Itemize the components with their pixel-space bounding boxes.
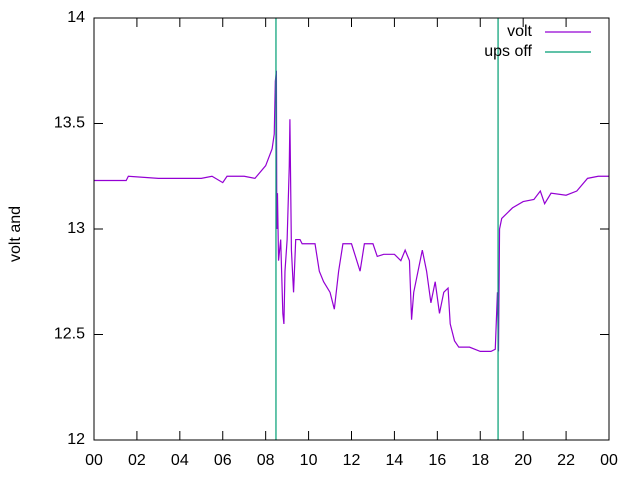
y-axis-label: volt and (7, 206, 24, 262)
x-tick-label: 08 (257, 452, 275, 469)
x-tick-label: 14 (386, 452, 404, 469)
x-tick-label: 22 (557, 452, 575, 469)
x-tick-label: 06 (214, 452, 232, 469)
y-tick-label: 13.5 (54, 115, 85, 132)
y-tick-label: 12 (67, 431, 85, 448)
x-tick-label: 00 (600, 452, 618, 469)
x-tick-label: 18 (471, 452, 489, 469)
legend-label: ups off (484, 43, 532, 60)
plot-border (93, 17, 610, 441)
x-tick-label: 04 (171, 452, 189, 469)
x-tick-label: 10 (300, 452, 318, 469)
y-tick-label: 14 (67, 9, 85, 26)
x-tick-label: 20 (514, 452, 532, 469)
y-tick-label: 13 (67, 220, 85, 237)
x-tick-label: 16 (428, 452, 446, 469)
legend-label: volt (507, 23, 532, 40)
y-tick-label: 12.5 (54, 326, 85, 343)
x-tick-label: 12 (343, 452, 361, 469)
x-tick-label: 00 (85, 452, 103, 469)
x-tick-label: 02 (128, 452, 146, 469)
